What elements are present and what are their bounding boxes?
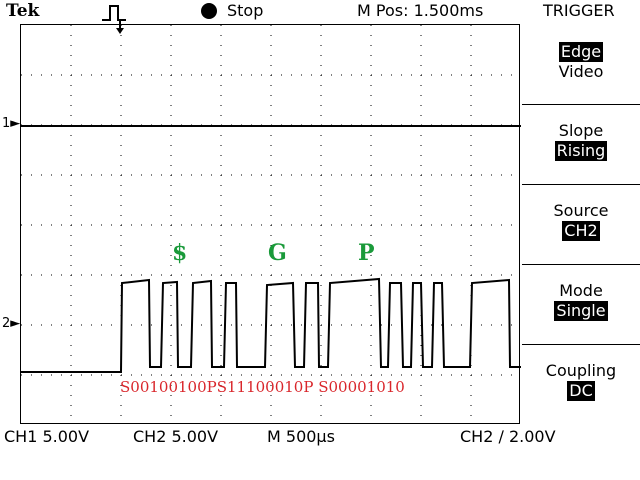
coupling-label: Coupling xyxy=(545,361,617,380)
brand-logo: Tek xyxy=(6,1,40,21)
type-option-video: Video xyxy=(558,62,604,81)
ch2-ground-marker[interactable]: 2► xyxy=(2,316,21,331)
trigger-menu: Edge Video Slope Rising Source CH2 Mode … xyxy=(522,24,640,424)
type-option-edge: Edge xyxy=(558,42,604,62)
ch1-marker-label: 1 xyxy=(2,116,11,131)
source-option[interactable]: Source CH2 xyxy=(522,184,640,263)
annotation-char-2: G xyxy=(268,240,287,266)
top-status-bar: Tek Stop M Pos: 1.500ms TRIGGER xyxy=(0,0,640,34)
mode-label: Mode xyxy=(559,281,603,300)
trigger-type-option[interactable]: Edge Video xyxy=(522,24,640,103)
horizontal-position: M Pos: 1.500ms xyxy=(357,1,484,20)
slope-value: Rising xyxy=(554,141,608,161)
source-value: CH2 xyxy=(562,221,600,241)
run-state-icon xyxy=(201,3,217,19)
slope-option[interactable]: Slope Rising xyxy=(522,104,640,183)
menu-title: TRIGGER xyxy=(543,1,615,20)
run-state-label: Stop xyxy=(227,1,264,20)
ch2-scale: CH2 5.00V xyxy=(133,427,219,446)
timebase: M 500µs xyxy=(267,427,335,446)
decoded-bits: S00100100PS11100010P S00001010 xyxy=(120,378,405,396)
mode-value: Single xyxy=(554,301,608,321)
mode-option[interactable]: Mode Single xyxy=(522,264,640,343)
annotation-char-3: P xyxy=(358,240,375,266)
grid-lines xyxy=(21,25,521,425)
coupling-option[interactable]: Coupling DC xyxy=(522,344,640,423)
bottom-status-bar: CH1 5.00V CH2 5.00V M 500µs CH2 ∕ 2.00V xyxy=(0,426,640,448)
ch2-marker-label: 2 xyxy=(2,316,11,331)
annotation-char-1: $ xyxy=(172,240,188,266)
coupling-value: DC xyxy=(567,381,595,401)
source-label: Source xyxy=(553,201,609,220)
trigger-level: CH2 ∕ 2.00V xyxy=(460,427,556,446)
ch2-trace xyxy=(21,277,521,373)
graticule xyxy=(21,25,521,425)
ch1-scale: CH1 5.00V xyxy=(4,427,90,446)
waveform-display xyxy=(20,24,521,425)
slope-label: Slope xyxy=(558,121,604,140)
ch1-ground-marker[interactable]: 1► xyxy=(2,116,21,131)
